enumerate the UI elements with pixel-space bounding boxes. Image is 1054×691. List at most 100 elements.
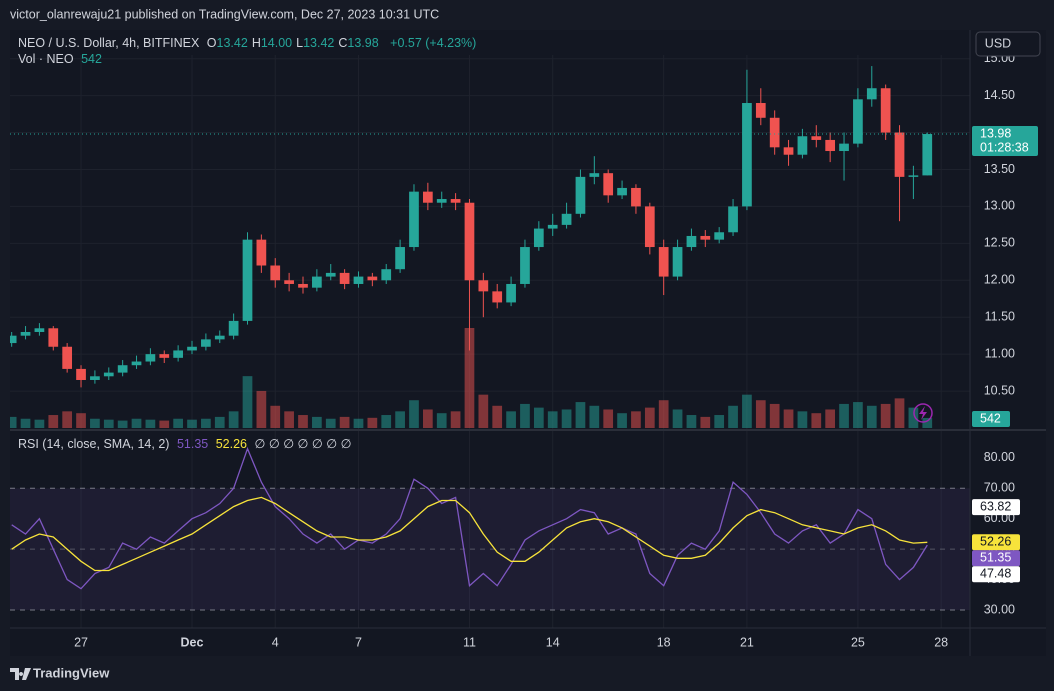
candle-body	[76, 368, 86, 380]
volume-bar	[117, 420, 128, 428]
rsi-axis-badge	[972, 499, 1020, 516]
candle-body	[686, 235, 697, 248]
volume-bar	[34, 419, 45, 428]
volume-bar	[478, 394, 489, 428]
volume-bar	[547, 411, 558, 428]
y-tick-label: 14.50	[984, 88, 1015, 102]
volume-bar	[880, 403, 891, 428]
change: +0.57 (+4.23%)	[390, 36, 477, 50]
x-tick-label: 27	[74, 635, 88, 649]
y-tick-label: 13.50	[984, 162, 1015, 176]
candle-body	[631, 187, 641, 207]
volume-bar	[686, 415, 697, 428]
y-tick-label: 11.50	[985, 310, 1015, 324]
rsi-axis-badge-label: 63.82	[980, 499, 1011, 513]
alert-icon[interactable]	[913, 403, 933, 423]
volume-bar	[755, 400, 766, 428]
candle-body	[742, 103, 752, 207]
rsi-sma-line	[11, 496, 928, 572]
candle-body	[325, 272, 336, 277]
volume-bar	[173, 418, 183, 428]
candle-body	[769, 117, 780, 148]
volume-bar	[797, 411, 808, 428]
candle-body	[811, 136, 822, 140]
candle-body	[866, 88, 877, 100]
volume-bar	[783, 409, 794, 428]
ohlc-key: L	[296, 36, 304, 50]
currency-button[interactable]	[975, 31, 1041, 57]
volume-legend: Vol · NEO 542	[18, 52, 106, 66]
candle-body	[117, 365, 128, 373]
x-tick-label: 4	[272, 635, 279, 649]
volume-bar	[922, 417, 933, 428]
last-price-badge	[972, 126, 1038, 157]
candle-body	[603, 173, 614, 196]
candle-body	[256, 239, 267, 266]
volume-bar	[131, 418, 142, 428]
volume-bar	[298, 415, 308, 428]
candle-body	[547, 224, 558, 229]
volume-bar	[533, 407, 544, 428]
candle-body	[533, 228, 544, 248]
candle-body	[159, 354, 170, 358]
y-tick-label: 12.50	[984, 236, 1015, 250]
volume-bar	[464, 328, 475, 428]
volume-bar	[825, 409, 836, 428]
volume-bar	[228, 411, 239, 428]
volume-bar	[256, 390, 267, 428]
x-tick-label: 28	[934, 635, 948, 649]
x-tick-label: 14	[546, 635, 560, 649]
volume-value: 542	[81, 52, 102, 66]
volume-bar	[839, 403, 849, 428]
volume-bar	[575, 402, 586, 428]
volume-bar	[159, 420, 170, 428]
volume-bar	[728, 405, 738, 428]
volume-bar	[589, 405, 600, 428]
rsi-value: 51.35	[176, 437, 209, 451]
candle-body	[506, 283, 516, 303]
candle-body	[700, 235, 711, 240]
currency-label[interactable]: USD	[985, 36, 1011, 50]
candle-body	[214, 335, 225, 340]
volume-bar	[76, 413, 86, 428]
ohlc-key: O	[206, 36, 217, 50]
volume-bar	[644, 407, 655, 428]
candle-body	[131, 361, 142, 366]
volume-bar	[339, 416, 350, 428]
candle-body	[589, 173, 600, 177]
volume-bar	[742, 394, 752, 428]
candle-body	[728, 206, 738, 233]
candle-body	[894, 132, 905, 177]
volume-bar	[62, 411, 73, 428]
volume-bar	[242, 376, 253, 428]
ohlc: O13.42 H14.00 L13.42 C13.98	[207, 36, 383, 50]
volume-bar	[672, 409, 683, 428]
candle-body	[48, 328, 59, 347]
volume-bar	[187, 419, 197, 428]
volume-bar	[201, 418, 211, 428]
volume-bar	[700, 416, 711, 428]
volume-bar	[422, 409, 433, 428]
candle-body	[561, 213, 572, 225]
volume-bar	[409, 400, 419, 428]
volume-bar	[520, 403, 530, 428]
candle-body	[783, 147, 794, 155]
candle-body	[10, 335, 17, 344]
volume-badge-label: 542	[980, 411, 1001, 425]
alert-bolt	[919, 406, 927, 420]
candle-body	[339, 272, 350, 284]
countdown-label: 01:28:38	[980, 140, 1029, 154]
rsi-line	[11, 446, 928, 590]
candle-body	[617, 187, 627, 196]
candle-body	[755, 103, 766, 118]
volume-bar	[214, 416, 225, 428]
candle-body	[367, 276, 378, 281]
candle-body	[298, 283, 308, 288]
volume-bar	[894, 398, 905, 428]
candle-body	[478, 280, 489, 292]
rsi-axis-badge-label: 51.35	[980, 551, 1011, 565]
ohlc-key: H	[251, 36, 261, 50]
ohlc-value: 14.00	[260, 36, 293, 50]
candle-body	[34, 328, 45, 332]
